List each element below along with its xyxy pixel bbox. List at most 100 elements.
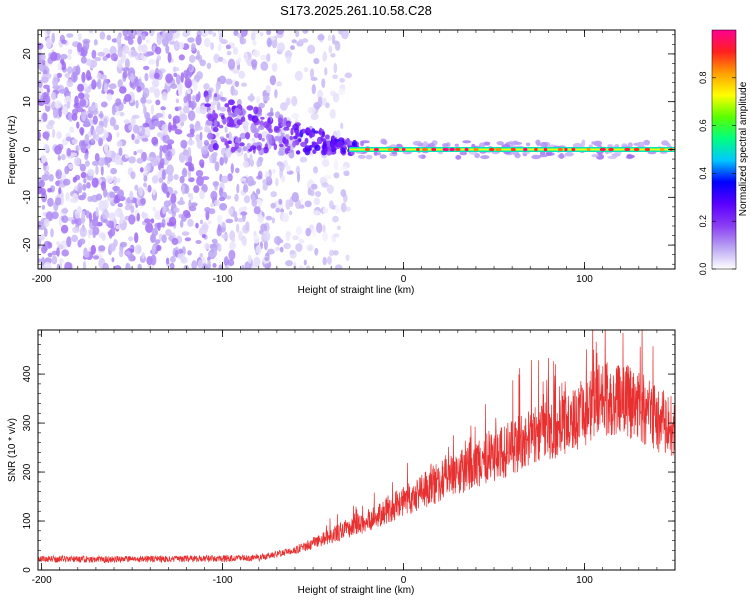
spectrogram-cell [262, 146, 269, 154]
spectrogram-cell [161, 91, 168, 101]
colorbar-tick-label: 0.4 [698, 167, 708, 180]
spectrogram-cell [199, 253, 204, 258]
spectrogram-cell [173, 72, 178, 77]
spectrogram-cell [71, 219, 76, 225]
spectrogram-cell [85, 58, 92, 66]
spectrogram-cell [95, 165, 99, 175]
spectrogram-cell [152, 188, 156, 196]
spectrogram-cell [265, 85, 272, 94]
spectrogram-cell [242, 146, 247, 152]
spectrogram-cell [484, 141, 491, 146]
spectrogram-cell [111, 104, 116, 116]
spectrogram-cell [267, 112, 274, 117]
spectrogram-cell [317, 96, 323, 108]
spectrogram-cell [165, 73, 174, 84]
spectrogram-cell [92, 115, 98, 125]
spectrogram-cell [308, 131, 316, 138]
spectrogram-cell [148, 120, 153, 130]
spectrogram-cell [352, 142, 356, 146]
spectrogram-cell [292, 140, 296, 148]
spectrogram-cell [108, 229, 113, 239]
spectrogram-cell [508, 140, 514, 144]
spectrogram-cell [230, 163, 234, 174]
spectrogram-cell [274, 246, 281, 251]
spectrogram-cell [56, 247, 60, 257]
spectrogram-cell [77, 33, 82, 41]
spectrogram-cell [242, 184, 249, 193]
spectrogram-cell [173, 66, 177, 73]
spectrogram-cell [262, 179, 267, 185]
spectrogram-cell [267, 117, 271, 123]
spectrogram-cell [380, 138, 387, 145]
spectrogram-cell [52, 76, 59, 88]
spectrogram-cell [122, 53, 127, 61]
spectrogram-cell [110, 53, 119, 61]
spectrogram-cell [43, 218, 50, 228]
spectrogram-cell [168, 216, 177, 227]
spectrogram-cell [268, 138, 273, 145]
spectrogram-cell [184, 184, 190, 194]
spectrogram-cell [98, 113, 104, 118]
spectrogram-cell [189, 54, 196, 64]
spectrogram-cell [61, 39, 67, 45]
stable-line-peak [510, 147, 516, 152]
spectrogram-cell [65, 192, 70, 202]
spectrogram-cell [179, 175, 185, 184]
spectrogram-cell [152, 206, 156, 212]
spectrogram-cell [311, 183, 318, 190]
spectrogram-cell [87, 113, 93, 119]
spectrogram-cell [253, 256, 261, 268]
spectrogram-cell [224, 141, 228, 146]
stable-line-peak [608, 147, 614, 152]
spectrogram-cell [80, 171, 87, 179]
stable-line-peak [473, 147, 479, 152]
spectrogram-cell [255, 244, 262, 255]
spectrogram-cell [203, 140, 209, 146]
spectrogram-cell [98, 137, 103, 147]
spectrogram-cell [195, 93, 200, 103]
spectrogram-cell [119, 241, 128, 248]
spectrogram-cell [335, 264, 343, 269]
spectrogram-cell [328, 45, 333, 54]
spectrogram-cell [111, 38, 118, 43]
spectrogram-cell [73, 156, 81, 167]
colorbar-label: Normalized spectral amplitude [738, 81, 749, 216]
spectrogram-cell [56, 241, 61, 246]
spectrogram-cell [76, 217, 82, 226]
spectrogram-cell [188, 63, 193, 71]
spectrogram-cell [234, 80, 240, 88]
spectrogram-cell [109, 191, 116, 199]
spectrogram-cell [418, 155, 423, 158]
stable-line-peak [421, 147, 428, 152]
spectrogram-cell [149, 86, 156, 93]
spectrogram-cell [159, 158, 165, 167]
spectrogram-cell [115, 225, 121, 230]
spectrogram-cell [285, 164, 291, 172]
spectrogram-cell [66, 33, 74, 38]
spectrogram-cell [232, 46, 239, 55]
spectrogram-cell [48, 174, 54, 182]
spectrogram-cell [258, 133, 263, 141]
spectrogram-cell [45, 37, 52, 49]
stable-line-peak [455, 147, 461, 152]
spectrogram-cell [122, 44, 130, 55]
snr-panel: -200 -100 0 100 0 100 200 300 400 Height of stra… [7, 329, 676, 596]
spectrogram-cell [221, 115, 225, 120]
spectrogram-cell [340, 166, 348, 172]
spectrogram-cell [244, 51, 248, 63]
spectrogram-cell [78, 92, 85, 100]
spectrogram-cell [336, 225, 341, 230]
stable-line-peak [416, 147, 420, 152]
spectrogram-cell [321, 78, 326, 89]
spectrogram-cell [81, 211, 86, 219]
spectrogram-cell [51, 128, 56, 138]
x-tick-label: -200 [32, 274, 52, 285]
spectrogram-cell [262, 95, 270, 102]
spectrogram-cell [329, 109, 336, 119]
spectrogram-cell [514, 153, 521, 159]
spectrogram-cell [55, 171, 60, 177]
spectrogram-cell [627, 142, 633, 148]
spectrogram-cell [59, 88, 67, 94]
spectrogram-cell [56, 72, 62, 78]
spectrogram-cell [262, 183, 268, 191]
